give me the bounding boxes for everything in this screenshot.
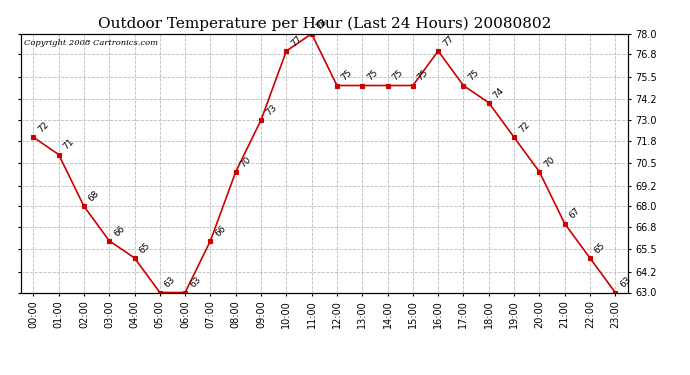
Text: 63: 63	[163, 275, 177, 290]
Text: 70: 70	[542, 154, 557, 169]
Text: 71: 71	[61, 137, 76, 152]
Title: Outdoor Temperature per Hour (Last 24 Hours) 20080802: Outdoor Temperature per Hour (Last 24 Ho…	[97, 17, 551, 31]
Text: 68: 68	[87, 189, 101, 204]
Text: 75: 75	[415, 68, 430, 83]
Text: 63: 63	[618, 275, 633, 290]
Text: 75: 75	[339, 68, 354, 83]
Text: 65: 65	[137, 241, 152, 255]
Text: 78: 78	[315, 16, 329, 31]
Text: 75: 75	[466, 68, 481, 83]
Text: 74: 74	[491, 86, 506, 100]
Text: 63: 63	[188, 275, 202, 290]
Text: 65: 65	[593, 241, 607, 255]
Text: 72: 72	[36, 120, 50, 135]
Text: 67: 67	[567, 206, 582, 221]
Text: 77: 77	[289, 34, 304, 48]
Text: 66: 66	[213, 224, 228, 238]
Text: 66: 66	[112, 224, 126, 238]
Text: 75: 75	[365, 68, 380, 83]
Text: 75: 75	[391, 68, 405, 83]
Text: 73: 73	[264, 103, 278, 117]
Text: 72: 72	[517, 120, 531, 135]
Text: Copyright 2008 Cartronics.com: Copyright 2008 Cartronics.com	[23, 39, 158, 47]
Text: 70: 70	[239, 154, 253, 169]
Text: 77: 77	[441, 34, 455, 48]
